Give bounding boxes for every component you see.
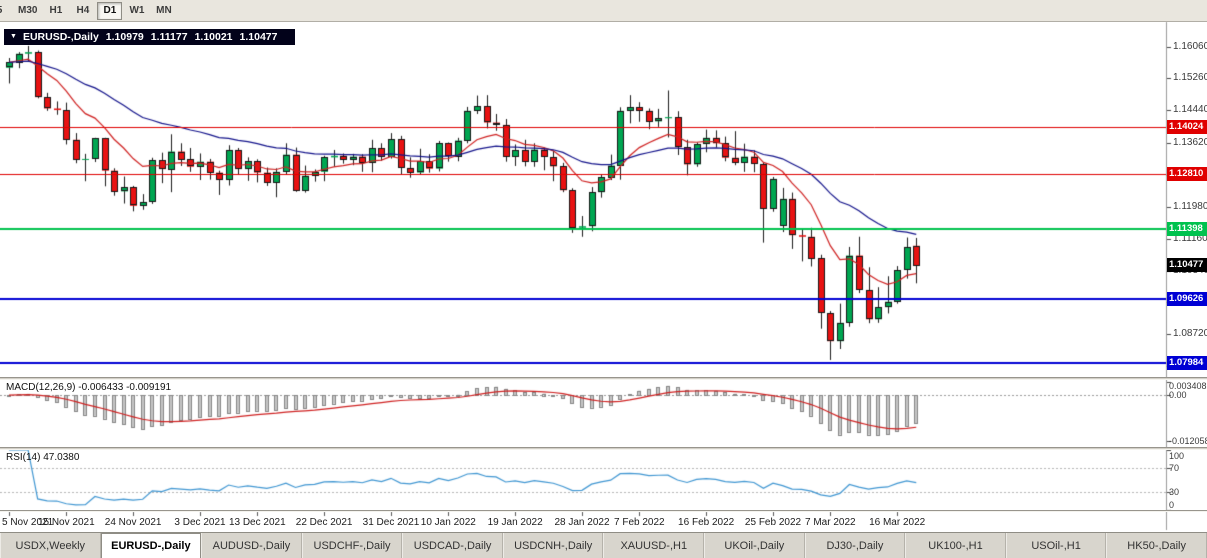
chart-tab-uk100-h1[interactable]: UK100-,H1 <box>905 533 1006 558</box>
ohlc-close: 1.10477 <box>239 30 278 43</box>
level-price-badge: 1.12810 <box>1167 167 1207 182</box>
time-axis-splitter <box>0 510 1207 512</box>
chart-tab-usdx-weekly[interactable]: USDX,Weekly <box>0 533 101 558</box>
timeframe-button-5[interactable]: 5 <box>0 2 12 20</box>
level-price-badge: 1.07984 <box>1167 355 1207 370</box>
timeframe-button-h1[interactable]: H1 <box>49 5 63 16</box>
chart-symbol-header: ▼ EURUSD-,Daily 1.10979 1.11177 1.10021 … <box>4 29 295 45</box>
chart-tab-usdcnh-daily[interactable]: USDCNH-,Daily <box>502 533 604 558</box>
ohlc-low: 1.10021 <box>194 30 233 43</box>
level-price-badge: 1.09626 <box>1167 291 1207 306</box>
panel-splitter-rsi[interactable] <box>0 447 1207 450</box>
price-axis-label: 1.16060 <box>1173 41 1207 53</box>
chart-tab-usdchf-daily[interactable]: USDCHF-,Daily <box>301 533 403 558</box>
chart-tab-usoil-h1[interactable]: USOil-,H1 <box>1005 533 1107 558</box>
date-axis-label: 16 Feb 2022 <box>678 517 735 528</box>
date-axis-label: 7 Mar 2022 <box>805 517 856 528</box>
date-axis-label: 13 Dec 2021 <box>228 517 286 528</box>
timeframe-button-h4[interactable]: H4 <box>76 5 90 16</box>
date-axis-label: 28 Jan 2022 <box>554 517 610 528</box>
quick-trade-arrow-icon[interactable]: ▼ <box>10 33 17 40</box>
timeframe-button-mn[interactable]: MN <box>156 5 172 16</box>
chart-tab-audusd-daily[interactable]: AUDUSD-,Daily <box>201 533 302 558</box>
symbol-label: EURUSD-,Daily <box>22 30 99 43</box>
price-axis-label: 1.11160 <box>1173 232 1207 244</box>
macd-axis-label: -0.012058 <box>1169 435 1207 446</box>
rsi-axis-label: 0 <box>1169 500 1175 510</box>
date-axis-label: 19 Jan 2022 <box>487 517 543 528</box>
date-axis-label: 15 Nov 2021 <box>37 517 95 528</box>
chart-tab-xauusd-h1[interactable]: XAUUSD-,H1 <box>603 533 705 558</box>
chart-tab-dj30-daily[interactable]: DJ30-,Daily <box>804 533 906 558</box>
price-axis-label: 1.13620 <box>1173 136 1207 148</box>
price-axis-label: 1.14440 <box>1173 104 1207 116</box>
date-axis-label: 3 Dec 2021 <box>174 517 226 528</box>
timeframe-button-m30[interactable]: M30 <box>18 5 38 16</box>
level-price-badge: 1.11398 <box>1167 222 1207 237</box>
chart-tab-eurusd-daily[interactable]: EURUSD-,Daily <box>100 533 202 558</box>
level-price-badge: 1.14024 <box>1167 119 1207 134</box>
timeframe-button-d1[interactable]: D1 <box>97 1 123 20</box>
rsi-axis-label: 70 <box>1169 463 1180 473</box>
panel-splitter-macd[interactable] <box>0 377 1207 380</box>
ohlc-high: 1.11177 <box>150 30 188 43</box>
chart-tab-usdcad-daily[interactable]: USDCAD-,Daily <box>402 533 503 558</box>
current-price-badge: 1.10477 <box>1167 258 1207 273</box>
rsi-axis-label: 100 <box>1169 451 1185 461</box>
price-axis-label: 1.11980 <box>1173 200 1207 212</box>
price-axis-label: 1.08720 <box>1173 328 1207 340</box>
chart-tabs-bar: USDX,Weekly EURUSD-,Daily AUDUSD-,Daily USD… <box>0 532 1207 558</box>
macd-axis-label: 0.00 <box>1169 390 1187 401</box>
date-axis-label: 24 Nov 2021 <box>104 517 162 528</box>
date-axis-label: 5 Nov 2021 <box>2 517 54 528</box>
macd-axis-label: 0.003408 <box>1169 381 1207 391</box>
date-axis-label: 31 Dec 2021 <box>362 517 420 528</box>
rsi-indicator-label: RSI(14) 47.0380 <box>6 452 80 463</box>
chart-tab-hk50-daily[interactable]: HK50-,Daily <box>1106 533 1207 558</box>
date-axis-label: 10 Jan 2022 <box>420 517 476 528</box>
date-axis-label: 25 Feb 2022 <box>744 517 802 528</box>
ohlc-open: 1.10979 <box>105 30 144 43</box>
macd-indicator-label: MACD(12,26,9) -0.006433 -0.009191 <box>6 382 172 393</box>
price-axis-label: 1.15260 <box>1173 72 1207 84</box>
timeframe-button-w1[interactable]: W1 <box>129 5 145 16</box>
rsi-axis-label: 30 <box>1169 487 1180 497</box>
timeframe-toolbar: 5 M30 H1 H4 D1 W1 MN <box>0 0 1207 22</box>
chart-tab-ukoil-daily[interactable]: UKOil-,Daily <box>704 533 805 558</box>
date-axis-label: 22 Dec 2021 <box>295 517 353 528</box>
date-axis-label: 16 Mar 2022 <box>869 517 926 528</box>
date-axis-label: 7 Feb 2022 <box>613 517 665 528</box>
